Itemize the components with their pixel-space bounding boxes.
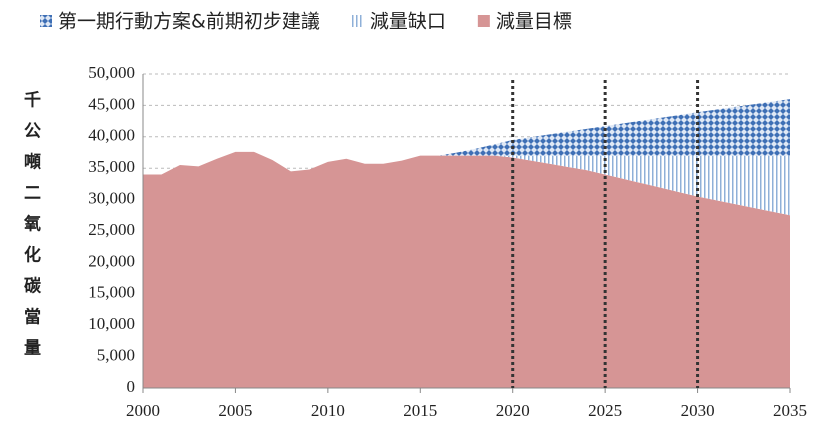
x-tick-label: 2030 bbox=[681, 401, 715, 420]
x-tick-label: 2000 bbox=[126, 401, 160, 420]
legend-label: 第一期行動方案&前期初步建議 bbox=[58, 11, 320, 33]
area bbox=[143, 151, 790, 388]
y-tick-label: 0 bbox=[127, 377, 136, 396]
legend-swatch bbox=[351, 15, 364, 27]
y-tick-label: 50,000 bbox=[88, 63, 135, 82]
legend-label: 減量目標 bbox=[496, 11, 572, 33]
legend-swatch bbox=[477, 15, 490, 27]
x-tick-label: 2015 bbox=[403, 401, 437, 420]
legend-swatch bbox=[40, 15, 52, 27]
x-tick-label: 2035 bbox=[773, 401, 807, 420]
y-tick-label: 15,000 bbox=[88, 283, 135, 302]
x-tick-label: 2005 bbox=[218, 401, 252, 420]
y-axis-label: 千公噸二氧化碳當量 bbox=[20, 90, 42, 369]
x-tick-label: 2010 bbox=[311, 401, 345, 420]
area bbox=[143, 151, 790, 216]
x-tick-label: 2020 bbox=[496, 401, 530, 420]
y-tick-label: 45,000 bbox=[88, 94, 135, 113]
y-tick-label: 10,000 bbox=[88, 314, 135, 333]
y-tick-label: 25,000 bbox=[88, 220, 135, 239]
x-tick-label: 2025 bbox=[588, 401, 622, 420]
y-tick-label: 5,000 bbox=[97, 346, 135, 365]
y-tick-label: 40,000 bbox=[88, 126, 135, 145]
y-tick-label: 30,000 bbox=[88, 189, 135, 208]
y-tick-label: 20,000 bbox=[88, 251, 135, 270]
area bbox=[143, 99, 790, 175]
legend-label: 減量缺口 bbox=[370, 11, 446, 33]
y-tick-label: 35,000 bbox=[88, 157, 135, 176]
